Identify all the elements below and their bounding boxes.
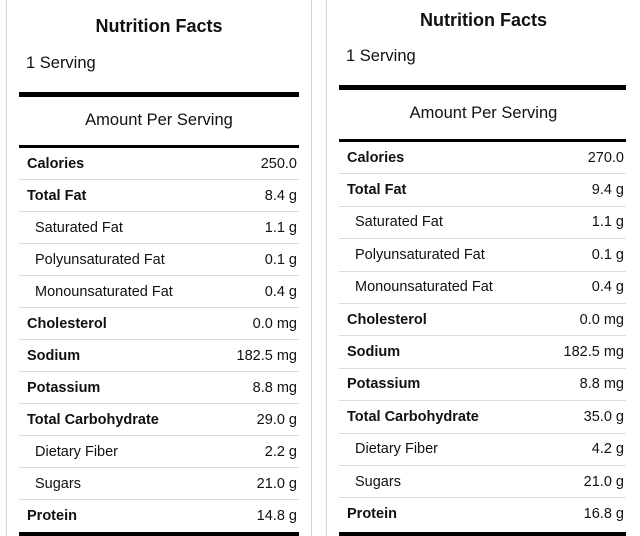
nutrient-value: 0.0 mg bbox=[579, 311, 624, 328]
nutrient-name: Total Fat bbox=[27, 187, 87, 204]
nutrient-row: Dietary Fiber 4.2 g bbox=[339, 434, 626, 466]
nutrient-value: 0.0 mg bbox=[252, 315, 297, 332]
nutrient-row: Total Carbohydrate 35.0 g bbox=[339, 401, 626, 434]
bottom-divider bbox=[19, 532, 299, 536]
nutrient-value: 1.1 g bbox=[591, 214, 624, 231]
nutrient-name: Saturated Fat bbox=[355, 214, 443, 231]
nutrient-value: 16.8 g bbox=[583, 506, 624, 523]
nutrient-value: 8.8 mg bbox=[252, 379, 297, 396]
nutrient-name: Total Fat bbox=[347, 182, 407, 199]
nutrient-name: Cholesterol bbox=[347, 311, 427, 328]
nutrient-value: 21.0 g bbox=[583, 473, 624, 490]
nutrient-value: 0.1 g bbox=[591, 246, 624, 263]
nutrient-value: 0.1 g bbox=[264, 251, 297, 268]
nutrient-value: 29.0 g bbox=[256, 411, 297, 428]
nutrient-name: Calories bbox=[347, 149, 405, 166]
nutrient-row: Monounsaturated Fat 0.4 g bbox=[339, 272, 626, 304]
nutrient-row: Protein 16.8 g bbox=[339, 498, 626, 530]
nutrient-value: 182.5 mg bbox=[563, 344, 624, 361]
nutrient-row: Total Fat 8.4 g bbox=[19, 180, 299, 212]
nutrient-row: Potassium 8.8 mg bbox=[339, 369, 626, 402]
serving-size: 1 Serving bbox=[26, 54, 96, 72]
nutrient-name: Sugars bbox=[35, 475, 81, 492]
nutrient-value: 35.0 g bbox=[583, 408, 624, 425]
nutrient-name: Saturated Fat bbox=[35, 219, 123, 236]
nutrient-row: Total Fat 9.4 g bbox=[339, 174, 626, 207]
nutrient-row: Total Carbohydrate 29.0 g bbox=[19, 404, 299, 436]
nutrient-row: Potassium 8.8 mg bbox=[19, 372, 299, 404]
nutrient-name: Polyunsaturated Fat bbox=[35, 251, 165, 268]
amount-per-serving: Amount Per Serving bbox=[409, 104, 558, 122]
nutrient-row: Sodium 182.5 mg bbox=[19, 340, 299, 372]
nutrient-value: 4.2 g bbox=[591, 441, 624, 458]
nutrient-value: 2.2 g bbox=[264, 443, 297, 460]
nutrient-row: Calories 250.0 bbox=[19, 148, 299, 180]
nutrition-label-left: Nutrition Facts 1 Serving Amount Per Ser… bbox=[6, 0, 312, 536]
nutrient-name: Dietary Fiber bbox=[35, 443, 118, 460]
nutrient-row: Sugars 21.0 g bbox=[339, 466, 626, 499]
nutrient-name: Sodium bbox=[347, 344, 401, 361]
nutrient-value: 0.4 g bbox=[591, 279, 624, 296]
nutrient-value: 9.4 g bbox=[591, 182, 624, 199]
nutrient-row: Saturated Fat 1.1 g bbox=[339, 207, 626, 240]
nutrient-name: Potassium bbox=[27, 379, 101, 396]
nutrient-name: Sodium bbox=[27, 347, 81, 364]
nutrient-row: Polyunsaturated Fat 0.1 g bbox=[339, 239, 626, 272]
amount-per-serving: Amount Per Serving bbox=[85, 111, 233, 129]
nutrient-row: Saturated Fat 1.1 g bbox=[19, 212, 299, 244]
nutrient-value: 8.8 mg bbox=[579, 376, 624, 393]
thick-divider bbox=[339, 85, 626, 90]
nutrient-name: Total Carbohydrate bbox=[27, 411, 159, 428]
nutrient-row: Dietary Fiber 2.2 g bbox=[19, 436, 299, 468]
nutrient-name: Monounsaturated Fat bbox=[35, 283, 173, 300]
nutrient-name: Sugars bbox=[355, 473, 401, 490]
nutrient-row: Sodium 182.5 mg bbox=[339, 336, 626, 369]
nutrient-name: Cholesterol bbox=[27, 315, 107, 332]
nutrition-label-right: Nutrition Facts 1 Serving Amount Per Ser… bbox=[326, 0, 640, 536]
nutrient-value: 182.5 mg bbox=[236, 347, 297, 364]
thick-divider bbox=[19, 92, 299, 97]
nutrient-value: 8.4 g bbox=[264, 187, 297, 204]
medium-divider bbox=[19, 145, 299, 148]
nutrient-name: Total Carbohydrate bbox=[347, 408, 479, 425]
nutrient-row: Calories 270.0 bbox=[339, 142, 626, 175]
nutrient-value: 270.0 bbox=[587, 149, 624, 166]
nutrient-row: Cholesterol 0.0 mg bbox=[19, 308, 299, 340]
nutrient-name: Protein bbox=[27, 508, 77, 524]
nutrient-value: 21.0 g bbox=[256, 475, 297, 492]
label-title: Nutrition Facts bbox=[419, 10, 547, 30]
nutrient-row: Polyunsaturated Fat 0.1 g bbox=[19, 244, 299, 276]
bottom-divider bbox=[339, 532, 626, 536]
nutrient-rows: Calories 250.0 Total Fat 8.4 g Saturated Fat… bbox=[19, 148, 299, 532]
nutrient-row: Cholesterol 0.0 mg bbox=[339, 304, 626, 337]
label-title: Nutrition Facts bbox=[95, 16, 223, 36]
medium-divider bbox=[339, 139, 626, 142]
nutrient-rows: Calories 270.0 Total Fat 9.4 g Saturated Fat… bbox=[339, 142, 626, 531]
nutrient-name: Polyunsaturated Fat bbox=[355, 246, 485, 263]
nutrient-name: Dietary Fiber bbox=[355, 441, 438, 458]
nutrient-name: Calories bbox=[27, 155, 85, 172]
nutrient-row: Monounsaturated Fat 0.4 g bbox=[19, 276, 299, 308]
nutrient-value: 14.8 g bbox=[256, 508, 297, 524]
nutrient-value: 1.1 g bbox=[264, 219, 297, 236]
nutrient-name: Potassium bbox=[347, 376, 421, 393]
nutrient-name: Monounsaturated Fat bbox=[355, 279, 493, 296]
nutrient-row: Protein 14.8 g bbox=[19, 500, 299, 532]
nutrient-value: 250.0 bbox=[260, 155, 297, 172]
serving-size: 1 Serving bbox=[346, 47, 416, 65]
nutrient-name: Protein bbox=[347, 506, 397, 523]
nutrient-value: 0.4 g bbox=[264, 283, 297, 300]
nutrient-row: Sugars 21.0 g bbox=[19, 468, 299, 500]
